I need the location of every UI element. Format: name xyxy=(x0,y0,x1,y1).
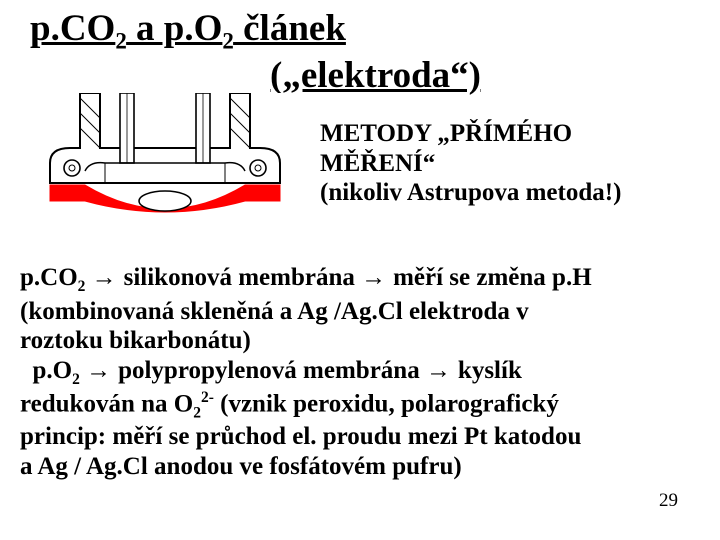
sub: 2 xyxy=(193,404,201,421)
title-sub: 2 xyxy=(222,28,233,53)
body-line: princip: měří se průchod el. proudu mezi… xyxy=(20,422,700,452)
text: (vznik peroxidu, polarografický xyxy=(214,390,559,417)
page-number: 29 xyxy=(659,490,678,512)
arrow-icon: → xyxy=(92,263,124,291)
text: kyslík xyxy=(458,357,522,384)
text: redukován na O xyxy=(20,390,193,417)
body-line: a Ag / Ag.Cl anodou ve fosfátovém pufru) xyxy=(20,452,700,482)
electrode-diagram xyxy=(30,93,300,253)
body-line: (kombinovaná skleněná a Ag /Ag.Cl elektr… xyxy=(20,297,700,327)
text: silikonová membrána xyxy=(124,264,355,291)
methods-line: MĚŘENÍ“ xyxy=(320,149,621,179)
sup: 2- xyxy=(201,389,214,406)
text: měří se změna p.H xyxy=(393,264,592,291)
title-text: p.CO xyxy=(30,8,115,49)
slide-title: p.CO2 a p.O2 článek („elektroda“) xyxy=(20,8,700,97)
body-text: p.CO2 → silikonová membrána → měří se zm… xyxy=(20,263,700,481)
arrow-icon: → xyxy=(426,356,458,384)
title-sub: 2 xyxy=(115,28,126,53)
title-text: článek xyxy=(234,8,346,49)
arrow-icon: → xyxy=(361,263,393,291)
body-line: p.O2 → polypropylenová membrána → kyslík xyxy=(20,356,700,389)
title-text: a p.O xyxy=(127,8,223,49)
mid-row: METODY „PŘÍMÉHO MĚŘENÍ“ (nikoliv Astrupo… xyxy=(20,101,700,253)
body-line: redukován na O22- (vznik peroxidu, polar… xyxy=(20,389,700,423)
sub: 2 xyxy=(72,371,80,388)
methods-line: METODY „PŘÍMÉHO xyxy=(320,119,621,149)
text: p.CO xyxy=(20,264,78,291)
title-line-2: („elektroda“) xyxy=(20,55,700,98)
body-line: roztoku bikarbonátu) xyxy=(20,326,700,356)
sub: 2 xyxy=(78,278,86,295)
text: polypropylenová membrána xyxy=(118,357,420,384)
methods-line: (nikoliv Astrupova metoda!) xyxy=(320,178,621,208)
body-line: p.CO2 → silikonová membrána → měří se zm… xyxy=(20,263,700,296)
text: p.O xyxy=(20,357,72,384)
methods-block: METODY „PŘÍMÉHO MĚŘENÍ“ (nikoliv Astrupo… xyxy=(320,119,621,208)
arrow-icon: → xyxy=(86,356,118,384)
title-line-1: p.CO2 a p.O2 článek xyxy=(20,8,700,55)
